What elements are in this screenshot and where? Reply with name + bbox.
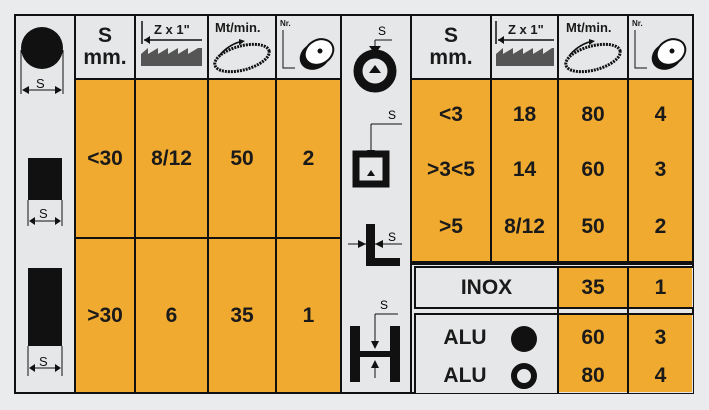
cell-z: 8/12 [151,146,192,170]
solid-circle-icon [511,326,537,352]
cell-nr: 2 [302,146,315,170]
speed-wheel-icon [282,30,335,70]
right-orange-area [411,80,692,262]
teeth-label: Z x 1" [154,22,190,37]
cell-s: <30 [87,146,123,170]
rectangular-bar-icon [27,268,63,376]
header-wheel-nr: Nr. [277,16,340,78]
alu-nr: 3 [654,326,667,349]
saw-blade-icon [141,21,202,66]
cell-s: >30 [87,304,123,327]
saw-blade-icon [495,21,554,66]
ring-icon [511,363,537,389]
cell-s: >3<5 [427,158,475,181]
angle-profile-icon: S [348,224,402,266]
cell-mt: 50 [581,215,605,238]
svg-text:S: S [39,354,48,369]
mm-label: mm. [83,46,127,69]
cell-mt: 50 [230,146,254,170]
band-speed-icon [564,39,622,74]
solid-bar-shapes-icons: S S S [20,27,64,376]
dim-s: S [36,76,45,91]
header-teeth-right: Z x 1" [492,16,557,78]
round-bar-icon [20,27,64,94]
cell-z: 14 [512,158,537,181]
square-tube-icon: S [352,108,402,188]
alu-mt: 60 [581,326,605,349]
speed-wheel-icon [634,30,687,70]
mm-label: mm. [429,46,473,69]
svg-text:S: S [388,108,396,122]
cell-mt: 80 [581,103,605,126]
teeth-label: Z x 1" [508,22,544,37]
speed-label: Mt/min. [566,20,612,35]
cell-z: 18 [512,103,537,126]
cell-s: >5 [439,215,463,238]
s-label: S [97,24,112,47]
profile-shapes-icons: S S S S [348,24,402,382]
band-speed-icon [213,39,271,74]
cell-mt: 60 [581,158,605,181]
header-speed-right: Mt/min. [559,16,627,78]
cell-z: 8/12 [504,215,545,238]
svg-text:S: S [388,230,396,244]
speed-label: Mt/min. [215,20,261,35]
alu-label: ALU [443,364,487,387]
h-beam-icon: S [350,298,400,382]
header-wheel-nr-right: Nr. [629,16,692,78]
alu-nr: 4 [654,364,667,387]
cell-nr: 2 [654,215,667,238]
alu-mt: 80 [581,364,605,387]
alu-label: ALU [443,326,487,349]
svg-text:S: S [378,24,386,38]
cell-nr: 3 [654,158,667,181]
tube-icon: S [353,24,397,93]
inox-nr: 1 [654,275,667,299]
cell-nr: 1 [302,304,315,327]
inox-mt: 35 [581,275,605,299]
header-speed: Mt/min. [209,16,275,78]
inox-label: INOX [460,275,513,299]
square-bar-icon [27,158,63,226]
nr-label: Nr. [280,19,291,28]
cell-mt: 35 [230,304,254,327]
cell-z: 6 [165,304,178,327]
cell-nr: 4 [654,103,667,126]
header-teeth: Z x 1" [136,16,207,78]
cell-s: <3 [439,103,463,126]
nr-label: Nr. [632,19,643,28]
s-label: S [443,24,458,47]
svg-text:S: S [380,298,388,312]
svg-text:S: S [39,206,48,221]
